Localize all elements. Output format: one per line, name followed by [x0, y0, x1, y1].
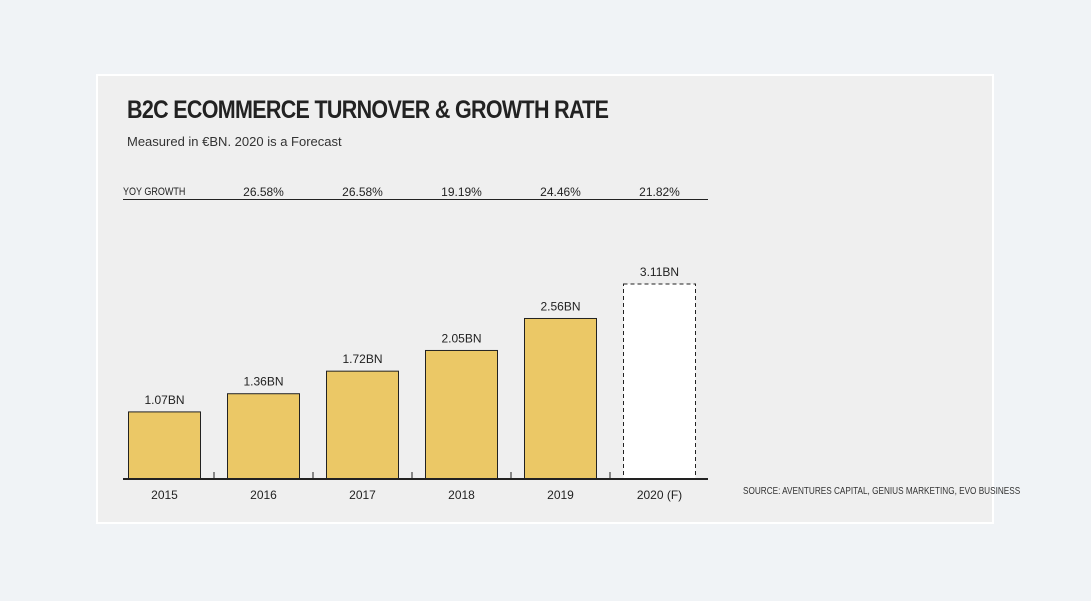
- growth-rate-value: 24.46%: [540, 185, 581, 199]
- x-tick-labels: 2015 2016 2017 2018 2019 2020 (F): [151, 488, 682, 502]
- bar-2018: [425, 349, 498, 480]
- value-labels: 1.07BN 1.36BN 1.72BN 2.05BN 2.56BN 3.11BN: [144, 265, 679, 407]
- growth-row: YOY GROWTH 26.58% 26.58% 19.19% 24.46% 21.82%: [123, 185, 708, 200]
- bar-2016: [227, 393, 300, 480]
- growth-rate-value: 26.58%: [243, 185, 284, 199]
- x-axis: [123, 472, 708, 480]
- bar-value-label: 3.11BN: [640, 265, 679, 279]
- bar-value-label: 1.07BN: [144, 393, 184, 407]
- bars: [128, 283, 696, 480]
- chart-subtitle: Measured in €BN. 2020 is a Forecast: [127, 134, 342, 149]
- bar-value-label: 2.56BN: [540, 299, 580, 313]
- x-tick-label: 2017: [349, 488, 376, 502]
- chart-title: B2C ECOMMERCE TURNOVER & GROWTH RATE: [127, 96, 609, 124]
- bar-2019: [524, 317, 597, 480]
- x-tick-label: 2019: [547, 488, 574, 502]
- bar-2017: [326, 370, 399, 480]
- bar-2015: [128, 411, 201, 480]
- bar-value-label: 1.36BN: [243, 375, 283, 389]
- bar-value-label: 2.05BN: [441, 331, 481, 345]
- bar-2020-f: [623, 283, 696, 480]
- x-tick-label: 2016: [250, 488, 277, 502]
- bar-value-label: 1.72BN: [342, 352, 382, 366]
- x-tick-label: 2018: [448, 488, 475, 502]
- growth-row-label: YOY GROWTH: [123, 186, 185, 198]
- growth-rate-value: 21.82%: [639, 185, 680, 199]
- x-tick-label: 2020 (F): [637, 488, 682, 502]
- chart-source: SOURCE: AVENTURES CAPITAL, GENIUS MARKET…: [743, 486, 1021, 497]
- growth-rate-value: 19.19%: [441, 185, 482, 199]
- x-tick-label: 2015: [151, 488, 178, 502]
- growth-rate-value: 26.58%: [342, 185, 383, 199]
